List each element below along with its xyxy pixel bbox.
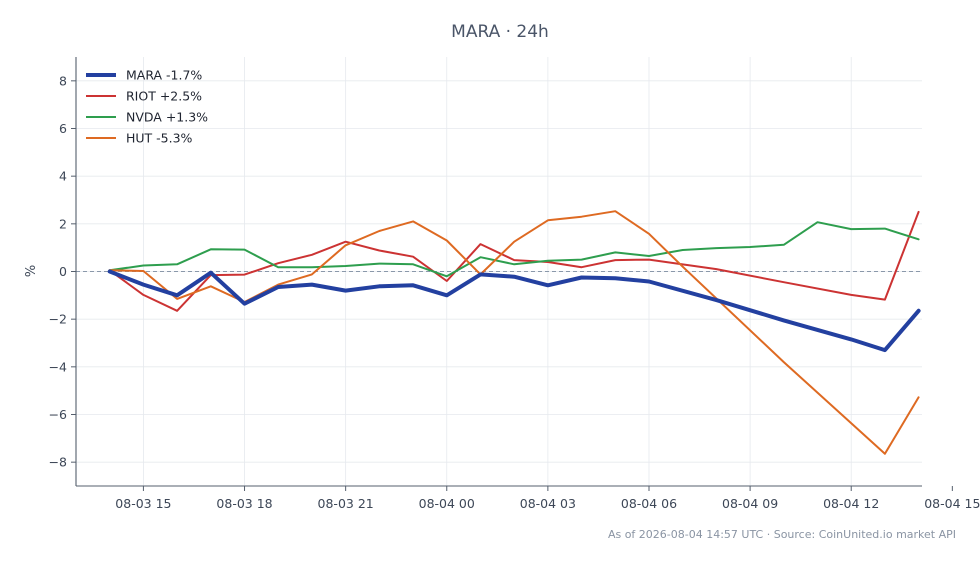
x-tick-label: 08-04 00 <box>419 496 475 511</box>
series-line-hut <box>108 210 920 455</box>
legend-label: MARA -1.7% <box>126 68 202 83</box>
y-tick-label: 0 <box>59 264 67 279</box>
series-line-riot <box>108 210 920 312</box>
y-tick-label: −8 <box>49 455 67 470</box>
series-line-nvda <box>108 221 920 278</box>
y-tick-label: 8 <box>59 73 67 88</box>
legend: MARA -1.7% RIOT +2.5% NVDA +1.3% HUT -5.3% <box>86 68 208 146</box>
source-footer: As of 2026-08-04 14:57 UTC · Source: Coi… <box>608 528 956 541</box>
y-axis-label: % <box>24 265 39 277</box>
axes <box>71 57 953 491</box>
y-tick-label: −4 <box>49 359 67 374</box>
legend-label: HUT -5.3% <box>126 131 193 146</box>
series-lines <box>107 210 921 455</box>
x-tick-label: 08-04 09 <box>722 496 778 511</box>
y-tick-label: −2 <box>49 312 67 327</box>
x-tick-label: 08-04 06 <box>621 496 677 511</box>
x-tick-label: 08-03 15 <box>115 496 171 511</box>
y-tick-label: 6 <box>59 121 67 136</box>
legend-label: RIOT +2.5% <box>126 89 202 104</box>
x-tick-label: 08-04 15 <box>924 496 980 511</box>
x-tick-label: 08-03 21 <box>318 496 374 511</box>
y-tick-label: −6 <box>49 407 67 422</box>
x-tick-label: 08-04 12 <box>823 496 879 511</box>
tick-labels: −8 −6 −4 −2 0 2 4 6 8 08-03 15 08-03 18 08-03 21 08-… <box>49 73 980 511</box>
series-line-mara <box>107 269 921 353</box>
x-tick-label: 08-03 18 <box>216 496 272 511</box>
legend-label: NVDA +1.3% <box>126 110 208 125</box>
chart-title: MARA · 24h <box>451 22 549 42</box>
x-tick-label: 08-04 03 <box>520 496 576 511</box>
y-tick-label: 2 <box>59 216 67 231</box>
y-tick-label: 4 <box>59 169 67 184</box>
